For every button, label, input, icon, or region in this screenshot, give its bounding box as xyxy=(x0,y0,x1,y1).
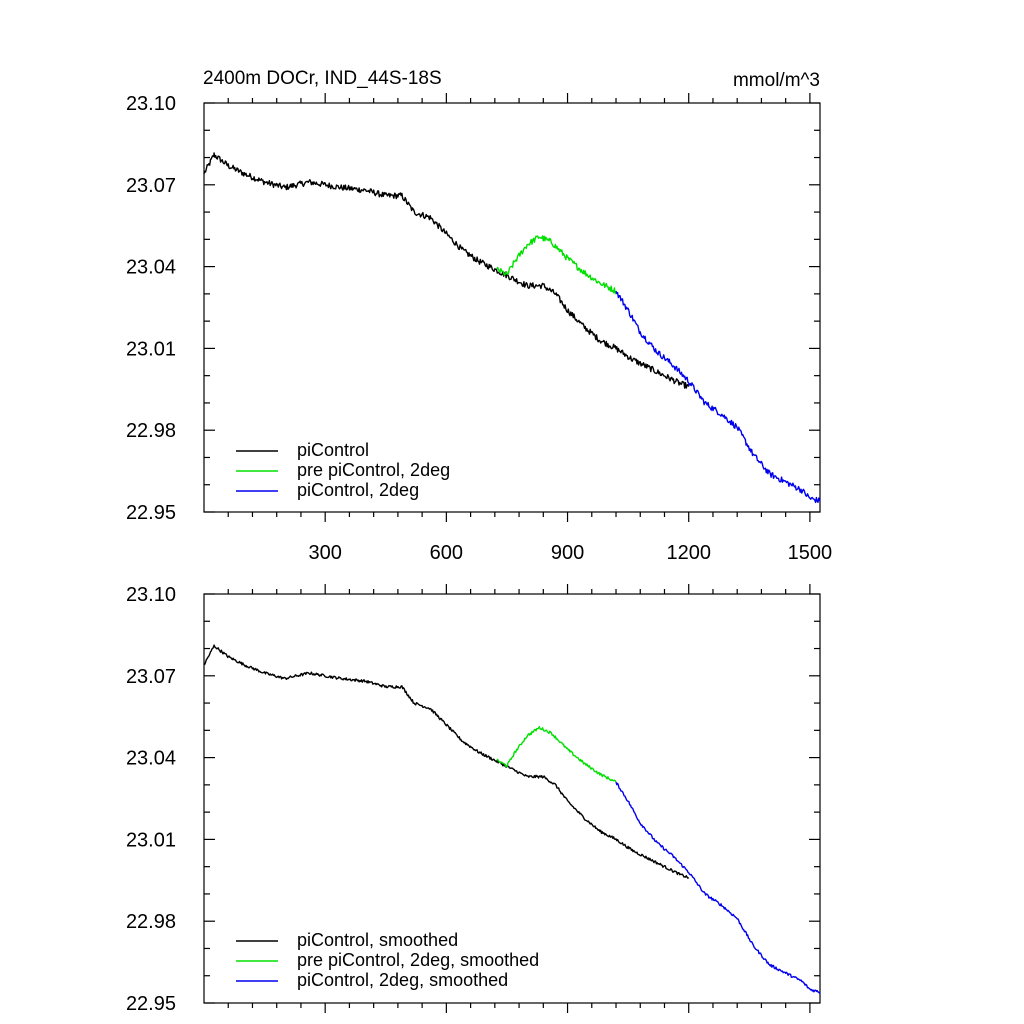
y-tick-label: 22.98 xyxy=(126,911,176,933)
x-tick-label: 1500 xyxy=(788,542,833,564)
legend-label: piControl xyxy=(297,440,369,460)
y-tick-label: 23.07 xyxy=(126,175,176,197)
y-tick-label: 22.95 xyxy=(126,502,176,524)
series-line-picontrol xyxy=(203,152,690,389)
axis-ticks-bottom: 22.95 22.98 23.01 23.04 23.07 23.10 xyxy=(126,584,820,1015)
chart-title: 2400m DOCr, IND_44S-18S xyxy=(203,68,442,89)
bottom-panel: 22.95 22.98 23.01 23.04 23.07 23.10 piControl… xyxy=(126,584,821,1015)
series-line-pre-picontrol-2deg xyxy=(496,235,617,295)
axis-ticks-top: 300 600 900 1200 1500 22.95 22.98 23.01 23.04 23.… xyxy=(126,93,832,564)
x-tick-label: 600 xyxy=(430,542,463,564)
plot-frame-bottom xyxy=(203,593,821,1004)
legend-label: piControl, 2deg xyxy=(297,480,419,500)
plot-frame-top xyxy=(203,102,821,513)
y-tick-label: 22.98 xyxy=(126,420,176,442)
x-tick-label: 900 xyxy=(551,542,584,564)
series-line-pre-picontrol-2deg-smoothed xyxy=(496,726,617,783)
legend-label: piControl, smoothed xyxy=(297,930,458,950)
series-line-picontrol-smoothed xyxy=(203,644,690,879)
x-tick-label: 300 xyxy=(308,542,341,564)
legend-label: pre piControl, 2deg xyxy=(297,460,450,480)
legend-label: pre piControl, 2deg, smoothed xyxy=(297,950,539,970)
y-tick-label: 23.07 xyxy=(126,666,176,688)
y-tick-label: 23.01 xyxy=(126,829,176,851)
y-tick-label: 23.04 xyxy=(126,257,176,279)
y-tick-label: 22.95 xyxy=(126,993,176,1015)
series-line-picontrol-2deg xyxy=(615,290,821,504)
units-label: mmol/m^3 xyxy=(733,70,820,91)
series-group-bottom xyxy=(203,644,821,994)
y-tick-label: 23.10 xyxy=(126,93,176,115)
y-tick-label: 23.04 xyxy=(126,748,176,770)
legend-label: piControl, 2deg, smoothed xyxy=(297,970,508,990)
series-group-top xyxy=(203,152,821,504)
x-tick-label: 1200 xyxy=(666,542,711,564)
y-tick-label: 23.10 xyxy=(126,584,176,606)
y-tick-label: 23.01 xyxy=(126,338,176,360)
top-panel: 2400m DOCr, IND_44S-18S mmol/m^3 300 600 9… xyxy=(126,68,832,564)
series-line-picontrol-2deg-smoothed xyxy=(615,781,821,994)
